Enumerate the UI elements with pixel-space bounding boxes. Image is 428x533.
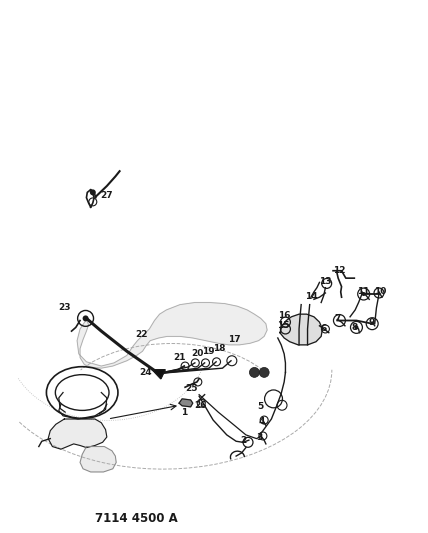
Text: 8: 8 <box>351 323 357 332</box>
Text: 15: 15 <box>276 321 289 330</box>
Circle shape <box>362 292 366 296</box>
Circle shape <box>259 367 269 377</box>
Polygon shape <box>77 303 267 368</box>
Text: 4: 4 <box>259 417 265 426</box>
Text: 23: 23 <box>58 303 71 312</box>
Circle shape <box>354 326 358 329</box>
Text: 24: 24 <box>139 368 152 377</box>
Text: 22: 22 <box>136 330 148 339</box>
Text: 7: 7 <box>334 314 341 323</box>
Circle shape <box>90 189 96 196</box>
Polygon shape <box>179 399 193 407</box>
Text: 17: 17 <box>228 335 241 344</box>
Text: 10: 10 <box>374 287 387 296</box>
Text: 26: 26 <box>194 401 207 410</box>
Text: 12: 12 <box>333 266 346 275</box>
Text: 18: 18 <box>213 344 226 353</box>
Polygon shape <box>280 314 322 345</box>
Text: 13: 13 <box>319 277 332 286</box>
Polygon shape <box>80 447 116 472</box>
Text: 7114 4500 A: 7114 4500 A <box>95 512 178 524</box>
Text: 25: 25 <box>186 384 198 393</box>
Polygon shape <box>152 370 165 379</box>
Polygon shape <box>48 419 107 449</box>
Text: 19: 19 <box>202 347 215 356</box>
Text: 6: 6 <box>321 325 327 334</box>
Text: 14: 14 <box>305 292 317 301</box>
Circle shape <box>83 316 89 321</box>
Text: 9: 9 <box>368 318 374 327</box>
Circle shape <box>250 367 259 377</box>
Text: 11: 11 <box>357 287 370 296</box>
Text: 16: 16 <box>278 311 291 320</box>
Text: 2: 2 <box>240 435 246 445</box>
Text: 20: 20 <box>191 349 203 358</box>
Text: 3: 3 <box>257 433 263 442</box>
Text: 21: 21 <box>174 353 186 362</box>
Text: 27: 27 <box>101 190 113 199</box>
Text: 5: 5 <box>258 402 264 411</box>
Text: 1: 1 <box>181 408 187 417</box>
